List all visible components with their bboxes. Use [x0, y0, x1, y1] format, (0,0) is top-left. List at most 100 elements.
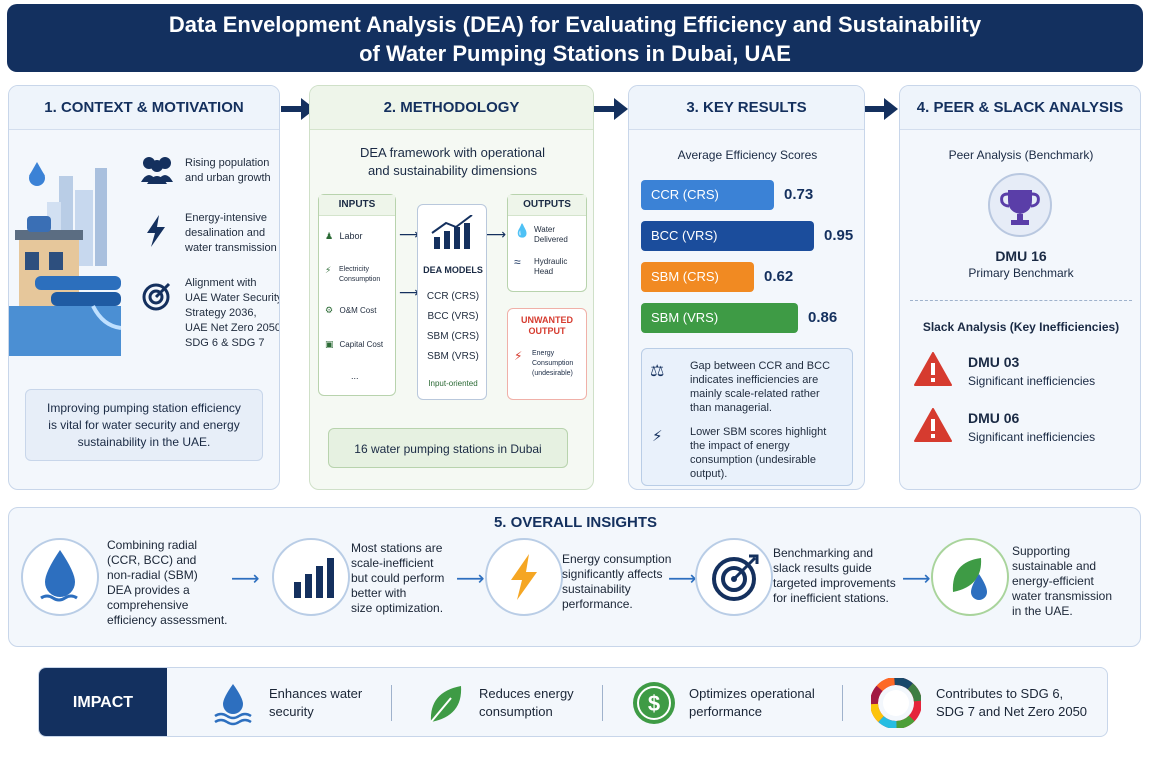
insight-line: DEA provides a: [107, 583, 190, 597]
input-label: Electricity Consumption: [339, 266, 381, 283]
title-line-1: Data Envelopment Analysis (DEA) for Eval…: [168, 12, 982, 37]
hydraulic-head-icon: ≈: [514, 255, 521, 269]
target-icon: [142, 282, 171, 311]
models-title: DEA MODELS: [423, 265, 483, 275]
input-item-capital-cost: ▣ Capital Cost: [325, 339, 395, 350]
leaf-drop-icon: [952, 558, 987, 600]
dea-models-box: DEA MODELS CCR (CRS) BCC (VRS) SBM (CRS)…: [417, 204, 487, 400]
note-line: than managerial.: [690, 402, 772, 414]
warning-icon: [914, 408, 952, 442]
insight-icon-circle: [931, 538, 1009, 616]
pumping-station-illustration: [9, 162, 121, 356]
context-item-text: desalination and: [185, 227, 266, 239]
impact-line: consumption: [479, 704, 553, 719]
output-label: Delivered: [534, 235, 568, 244]
slack-desc: Significant inefficiencies: [968, 430, 1096, 444]
context-note-line: is vital for water security and energy: [48, 418, 240, 432]
impact-line: Optimizes operational: [689, 686, 815, 701]
separator: [842, 685, 843, 721]
arrow-icon: ⟶: [902, 568, 931, 590]
insight-line: comprehensive: [107, 598, 189, 612]
unwanted-title: UNWANTED: [521, 315, 573, 325]
warning-icon: [914, 352, 952, 386]
outputs-title: OUTPUTS: [508, 195, 586, 216]
impact-text: Reduces energy consumption: [479, 685, 574, 721]
title-banner: Data Envelopment Analysis (DEA) for Eval…: [7, 4, 1143, 72]
unwanted-title: OUTPUT: [528, 326, 566, 336]
insight-line: targeted improvements: [773, 576, 896, 590]
benchmark-label: Primary Benchmark: [968, 266, 1074, 280]
results-subtitle: Average Efficiency Scores: [677, 148, 818, 162]
separator: [602, 685, 603, 721]
note-line: Lower SBM scores highlight: [690, 426, 827, 438]
impact-line: performance: [689, 704, 762, 719]
people-icon: [141, 157, 173, 184]
bar-value-sbm-vrs: 0.86: [808, 309, 838, 326]
insight-line: Energy consumption: [562, 552, 672, 566]
insight-line: but could perform: [351, 571, 445, 585]
bar-label: SBM (CRS): [651, 269, 719, 284]
arrow-icon: ⟶: [399, 284, 420, 300]
outputs-box: OUTPUTS 💧 Water Delivered ≈ Hydraulic He…: [507, 194, 587, 292]
divider: [910, 300, 1132, 301]
insight-line: significantly affects: [562, 567, 663, 581]
sdg-wheel-icon: [871, 678, 921, 728]
input-label: O&M Cost: [339, 306, 377, 315]
svg-text:$: $: [648, 691, 660, 716]
title-line-2: of Water Pumping Stations in Dubai, UAE: [359, 41, 791, 66]
impact-line: Contributes to SDG 6,: [936, 686, 1064, 701]
lightning-icon: [147, 215, 165, 247]
benchmark-dmu: DMU 16: [995, 248, 1047, 264]
context-header: 1. CONTEXT & MOTIVATION: [9, 86, 279, 130]
dollar-icon: $: [633, 682, 675, 724]
methodology-subtitle: DEA framework with operational and susta…: [310, 144, 593, 180]
insight-line: slack results guide: [773, 561, 872, 575]
insight-line: for inefficient stations.: [773, 591, 889, 605]
growth-chart-icon: [431, 215, 473, 249]
context-item-text: UAE Net Zero 2050,: [185, 322, 280, 334]
water-drop-icon: 💧: [514, 223, 531, 238]
results-notes-box: ⚖ Gap between CCR and BCC indicates inef…: [641, 348, 853, 486]
insight-line: performance.: [562, 597, 633, 611]
impact-text: Contributes to SDG 6, SDG 7 and Net Zero…: [936, 685, 1087, 721]
bar-label: CCR (CRS): [651, 187, 719, 202]
person-icon: ♟: [325, 231, 334, 241]
bar-sbm-vrs: SBM (VRS): [641, 303, 798, 333]
insight-text: Supporting sustainable and energy-effici…: [1012, 544, 1132, 619]
insight-line: size optimization.: [351, 601, 444, 615]
results-note: ⚖ Gap between CCR and BCC indicates inef…: [650, 359, 850, 415]
impact-text: Enhances water security: [269, 685, 362, 721]
bar-sbm-crs: SBM (CRS): [641, 262, 754, 292]
context-note-box: Improving pumping station efficiency is …: [25, 389, 263, 461]
context-note-line: sustainability in the UAE.: [77, 435, 211, 449]
gear-icon: ⚙: [325, 305, 334, 315]
context-item-text: Alignment with: [185, 277, 257, 289]
methodology-header: 2. METHODOLOGY: [310, 86, 593, 130]
input-item-electricity: ⚡ Electricity Consumption: [325, 265, 395, 285]
insight-text: Benchmarking and slack results guide tar…: [773, 546, 908, 606]
insight-icon-circle: [695, 538, 773, 616]
impact-line: security: [269, 704, 314, 719]
flow-arrow-icon: [594, 98, 628, 120]
context-item-text: UAE Water Security: [185, 292, 280, 304]
lightning-icon: ⚡: [514, 349, 523, 363]
impact-line: Reduces energy: [479, 686, 574, 701]
output-label: Water: [534, 225, 556, 234]
methodology-subtitle-line: and sustainability dimensions: [367, 163, 538, 178]
lightning-icon: ⚡: [325, 265, 332, 275]
arrow-icon: ⟶: [456, 568, 485, 590]
note-line: Gap between CCR and BCC: [690, 360, 831, 372]
input-item-labor: ♟ Labor: [325, 231, 395, 242]
results-note: ⚡ Lower SBM scores highlight the impact …: [650, 425, 850, 481]
water-drop-icon: [214, 684, 252, 726]
results-header: 3. KEY RESULTS: [629, 86, 864, 130]
peer-header: 4. PEER & SLACK ANALYSIS: [900, 86, 1140, 130]
model-item: CCR (CRS): [426, 291, 480, 302]
insight-line: Supporting: [1012, 544, 1071, 558]
unwanted-label: (undesirable): [532, 370, 573, 377]
results-panel: 3. KEY RESULTS Average Efficiency Scores…: [628, 85, 865, 490]
note-line: the impact of energy: [690, 440, 790, 452]
methodology-footer: 16 water pumping stations in Dubai: [328, 428, 568, 468]
impact-bar: IMPACT Enhances water security Reduces e…: [38, 667, 1108, 737]
inputs-title: INPUTS: [319, 195, 395, 216]
